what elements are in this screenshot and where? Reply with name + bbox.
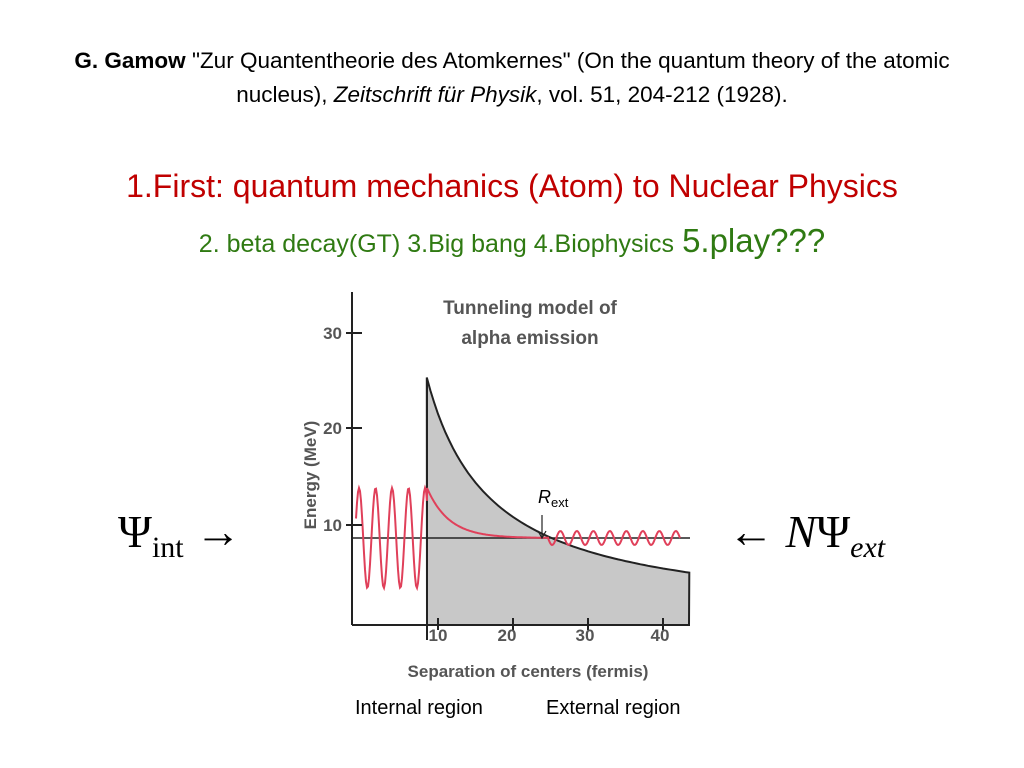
r-ext-arrowhead xyxy=(537,530,547,540)
x-tick-label: 20 xyxy=(498,626,517,645)
psi-arrow: → xyxy=(195,506,242,557)
topics: 2. beta decay(GT) 3.Big bang 4.Biophysic… xyxy=(0,222,1024,260)
external-region-label: External region xyxy=(546,697,681,719)
topics-list: 2. beta decay(GT) 3.Big bang 4.Biophysic… xyxy=(198,230,675,258)
y-tick-label: 20 xyxy=(323,419,342,438)
wave-function xyxy=(355,484,681,592)
y-tick-labels: 30 20 10 xyxy=(323,324,342,535)
psi-internal: Ψint → xyxy=(118,505,241,565)
citation-details: , vol. 51, 204-212 (1928). xyxy=(536,82,788,107)
r-symbol: R xyxy=(538,487,551,507)
psi-coefficient: N xyxy=(785,506,817,557)
citation-title: "Zur Quantentheorie des Atomkernes" (On … xyxy=(191,48,950,107)
x-tick-label: 40 xyxy=(651,626,670,645)
internal-region-label: Internal region xyxy=(355,697,483,719)
x-axis-label: Separation of centers (fermis) xyxy=(408,662,649,681)
figure-title: Tunneling model of xyxy=(443,298,617,319)
figure-title: alpha emission xyxy=(461,328,598,349)
headline: 1.First: quantum mechanics (Atom) to Nuc… xyxy=(126,168,898,204)
y-axis-label: Energy (MeV) xyxy=(301,421,320,530)
x-tick-label: 30 xyxy=(576,626,595,645)
psi-external: ← NΨext xyxy=(728,505,885,565)
y-tick-label: 30 xyxy=(323,324,342,343)
r-ext-label: Rext xyxy=(538,487,569,510)
psi-arrow: ← xyxy=(728,506,774,557)
psi-subscript: ext xyxy=(850,531,886,564)
psi-symbol: Ψ xyxy=(816,506,851,557)
psi-symbol: Ψ xyxy=(118,506,152,557)
citation: G. Gamow "Zur Quantentheorie des Atomker… xyxy=(62,44,962,112)
potential-barrier xyxy=(425,377,691,626)
x-tick-labels: 10 20 30 40 xyxy=(429,626,670,645)
r-subscript: ext xyxy=(551,495,569,510)
y-tick-label: 10 xyxy=(323,516,342,535)
ticks xyxy=(346,332,664,630)
x-tick-label: 10 xyxy=(429,626,448,645)
psi-subscript: int xyxy=(151,531,184,564)
citation-author: G. Gamow xyxy=(74,48,186,73)
citation-journal: Zeitschrift für Physik xyxy=(333,82,537,107)
topics-play: 5.play??? xyxy=(682,222,826,259)
